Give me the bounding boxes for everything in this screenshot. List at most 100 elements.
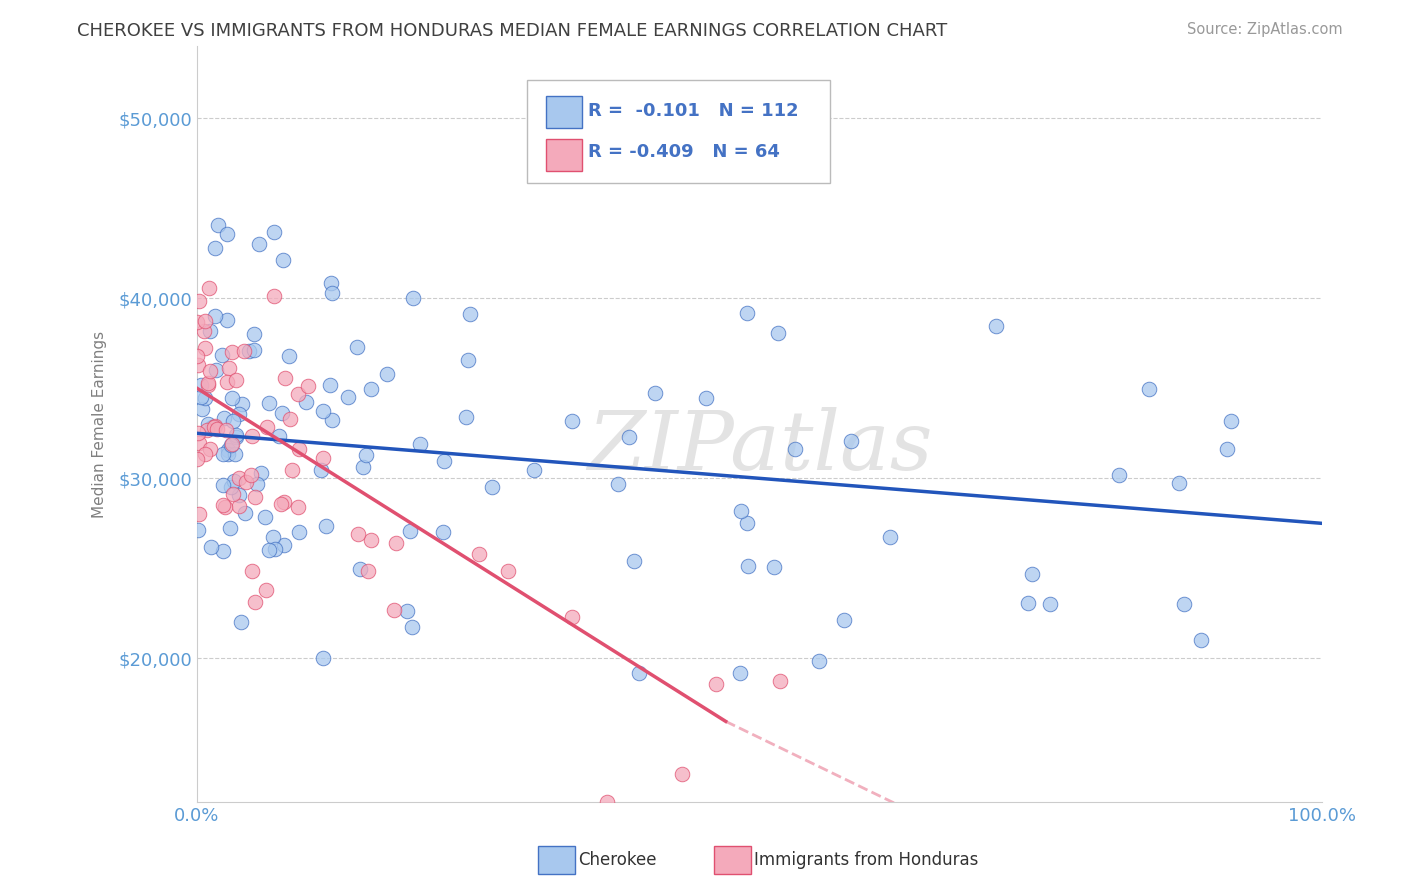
Point	[219, 480, 242, 494]
Point	[1189, 632, 1212, 647]
Point	[212, 499, 235, 513]
Point	[240, 564, 263, 578]
Point	[357, 565, 380, 579]
Point	[346, 526, 368, 541]
Point	[273, 495, 295, 509]
Point	[198, 364, 221, 378]
Point	[627, 665, 650, 680]
Point	[766, 326, 789, 340]
Point	[212, 544, 235, 558]
Point	[217, 442, 239, 457]
Point	[1108, 467, 1130, 482]
Point	[288, 442, 311, 457]
Point	[623, 554, 645, 568]
Point	[457, 352, 479, 367]
Point	[401, 620, 423, 634]
Point	[211, 348, 233, 362]
Point	[762, 560, 785, 574]
Point	[221, 391, 243, 405]
Point	[228, 499, 250, 513]
Point	[523, 463, 546, 477]
Point	[197, 376, 219, 390]
Point	[607, 477, 630, 491]
Point	[278, 412, 301, 426]
Point	[271, 252, 294, 267]
Point	[229, 615, 252, 630]
Point	[222, 475, 245, 489]
Point	[190, 378, 212, 392]
Point	[218, 521, 240, 535]
Point	[460, 307, 482, 321]
Point	[243, 595, 266, 609]
Point	[233, 344, 256, 359]
Point	[1167, 475, 1189, 490]
Point	[619, 430, 641, 444]
Point	[321, 285, 343, 300]
Point	[187, 426, 209, 441]
Point	[204, 241, 226, 255]
Point	[384, 536, 406, 550]
Text: ZIPatlas: ZIPatlas	[586, 407, 932, 487]
Point	[270, 497, 292, 511]
Point	[212, 410, 235, 425]
Point	[217, 447, 239, 461]
Point	[454, 409, 477, 424]
Point	[730, 504, 752, 518]
Point	[198, 324, 221, 338]
Point	[273, 538, 295, 552]
Point	[1216, 442, 1239, 457]
Point	[201, 420, 224, 434]
Point	[198, 442, 221, 457]
Point	[360, 533, 382, 547]
Point	[197, 417, 219, 431]
Point	[215, 227, 238, 242]
Point	[186, 315, 208, 329]
Text: Immigrants from Honduras: Immigrants from Honduras	[754, 851, 979, 869]
Point	[231, 397, 253, 411]
Text: R = -0.409   N = 64: R = -0.409 N = 64	[588, 144, 779, 161]
Point	[225, 427, 247, 442]
Point	[1173, 597, 1195, 611]
Point	[217, 313, 239, 327]
Point	[354, 448, 377, 462]
Point	[202, 419, 225, 434]
Point	[481, 480, 503, 494]
Point	[433, 453, 456, 467]
Point	[1220, 414, 1243, 428]
Point	[195, 423, 218, 437]
Point	[187, 294, 209, 309]
Point	[360, 382, 382, 396]
Point	[207, 218, 229, 232]
Point	[832, 613, 855, 627]
Point	[321, 413, 343, 427]
Point	[769, 673, 792, 688]
Text: R =  -0.101   N = 112: R = -0.101 N = 112	[588, 102, 799, 120]
Point	[228, 488, 250, 502]
Point	[1039, 597, 1062, 611]
Point	[225, 373, 247, 387]
Point	[395, 604, 418, 618]
Point	[695, 392, 717, 406]
Point	[194, 341, 217, 355]
Point	[271, 406, 294, 420]
Point	[1021, 567, 1043, 582]
Point	[879, 530, 901, 544]
Point	[233, 506, 256, 520]
Point	[409, 436, 432, 450]
Point	[254, 510, 277, 524]
Point	[215, 424, 238, 438]
Point	[263, 225, 285, 239]
Point	[596, 796, 619, 810]
Point	[263, 289, 285, 303]
Point	[561, 414, 583, 428]
Point	[214, 500, 236, 515]
Point	[496, 564, 519, 578]
Point	[194, 314, 217, 328]
Point	[211, 447, 233, 461]
Point	[242, 343, 264, 357]
Point	[225, 430, 247, 444]
Point	[312, 450, 335, 465]
Point	[240, 468, 263, 483]
Point	[737, 559, 759, 574]
Point	[190, 391, 212, 405]
